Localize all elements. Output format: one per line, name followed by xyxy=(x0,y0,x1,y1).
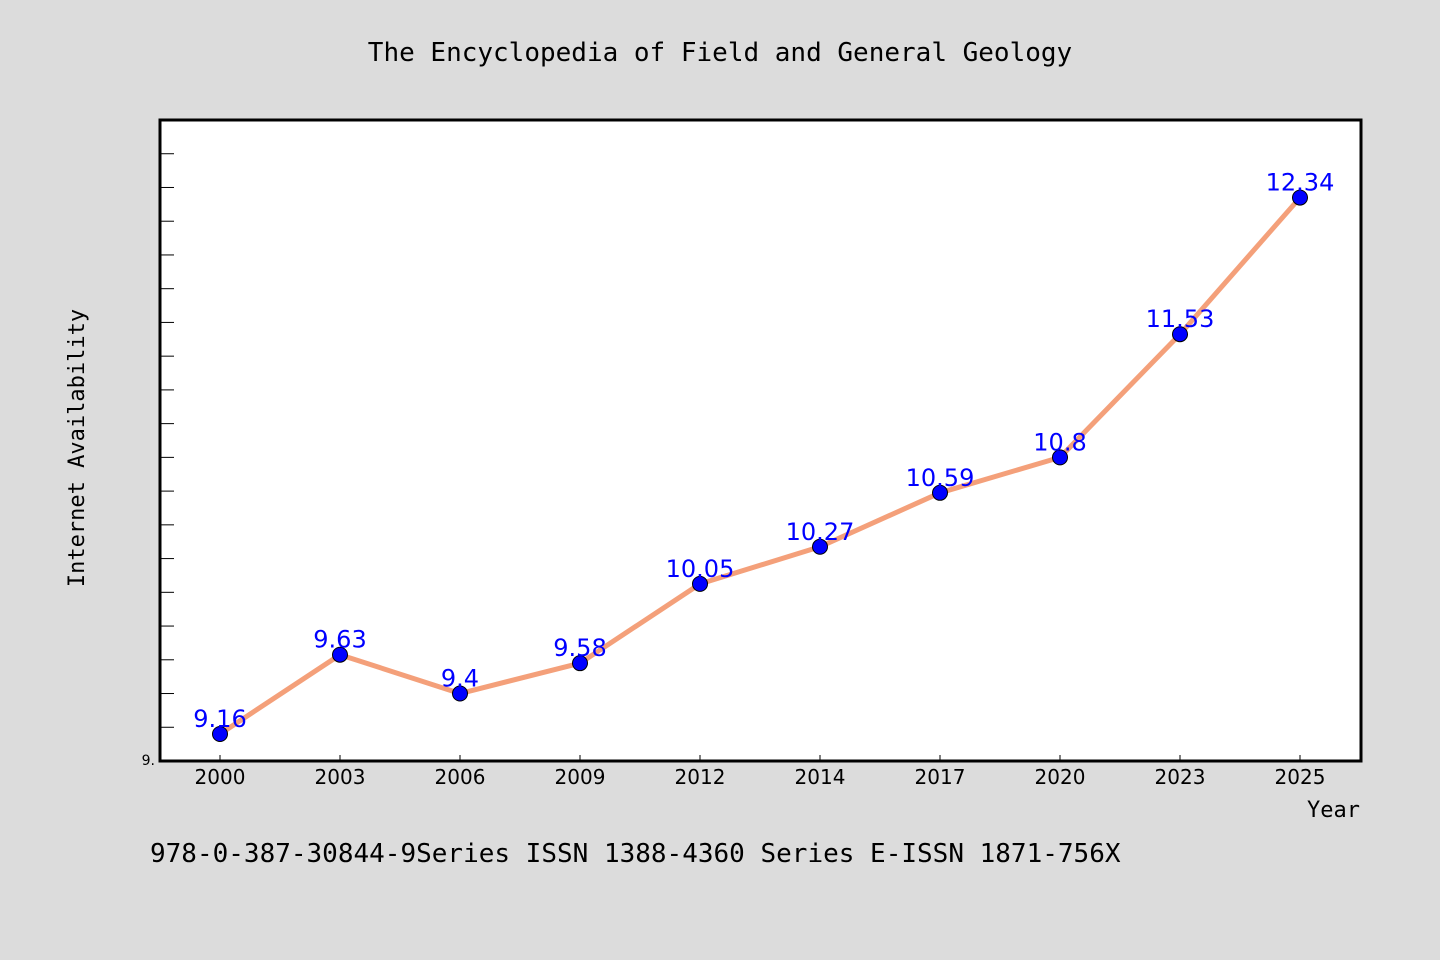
data-point xyxy=(212,726,228,743)
x-tick-label: 2012 xyxy=(675,765,726,789)
y-axis-ticks xyxy=(160,119,174,762)
x-tick-label: 2023 xyxy=(1155,765,1206,789)
x-tick-label: 2014 xyxy=(795,765,846,789)
data-markers xyxy=(212,189,1308,743)
data-labels: 9.16 9.63 9.4 9.58 10.05 10.27 10.59 10.8 11.53 1… xyxy=(193,169,1334,733)
data-label: 9.63 xyxy=(313,626,366,654)
x-tick-label: 2020 xyxy=(1035,765,1086,789)
data-label: 9.4 xyxy=(441,665,479,693)
data-point xyxy=(1052,449,1068,466)
x-axis-ticks xyxy=(219,755,1301,761)
data-point xyxy=(812,538,828,555)
data-label: 10.59 xyxy=(906,464,975,492)
chart-title: The Encyclopedia of Field and General Ge… xyxy=(368,38,1072,68)
footer-text: 978-0-387-30844-9Series ISSN 1388-4360 S… xyxy=(150,839,1121,869)
data-label: 10.05 xyxy=(666,555,735,583)
x-tick-label: 2009 xyxy=(555,765,606,789)
data-point xyxy=(332,646,348,663)
x-tick-label: 2017 xyxy=(915,765,966,789)
y-tick-label: 9. xyxy=(142,753,155,769)
y-axis-title: Internet Availability xyxy=(65,309,90,587)
data-label: 11.53 xyxy=(1146,305,1215,333)
data-point xyxy=(932,484,948,501)
x-tick-label: 2025 xyxy=(1275,765,1326,789)
data-label: 9.16 xyxy=(193,705,246,733)
data-point xyxy=(572,655,588,672)
x-tick-label: 2003 xyxy=(315,765,366,789)
x-axis-title: Year xyxy=(1307,798,1360,823)
data-label: 12.34 xyxy=(1266,169,1335,197)
plot-area xyxy=(158,118,1363,763)
x-tick-label: 2006 xyxy=(435,765,486,789)
data-point xyxy=(452,685,468,702)
data-point xyxy=(692,575,708,592)
data-label: 10.8 xyxy=(1033,428,1086,456)
data-point xyxy=(1172,326,1188,343)
data-label: 9.58 xyxy=(553,634,606,662)
series-line xyxy=(217,195,1303,737)
data-label: 10.27 xyxy=(786,518,855,546)
data-point xyxy=(1292,189,1308,206)
x-axis-tick-labels: 2000 2003 2006 2009 2012 2014 2017 2020 2023 2025 xyxy=(195,765,1326,789)
x-tick-label: 2000 xyxy=(195,765,246,789)
